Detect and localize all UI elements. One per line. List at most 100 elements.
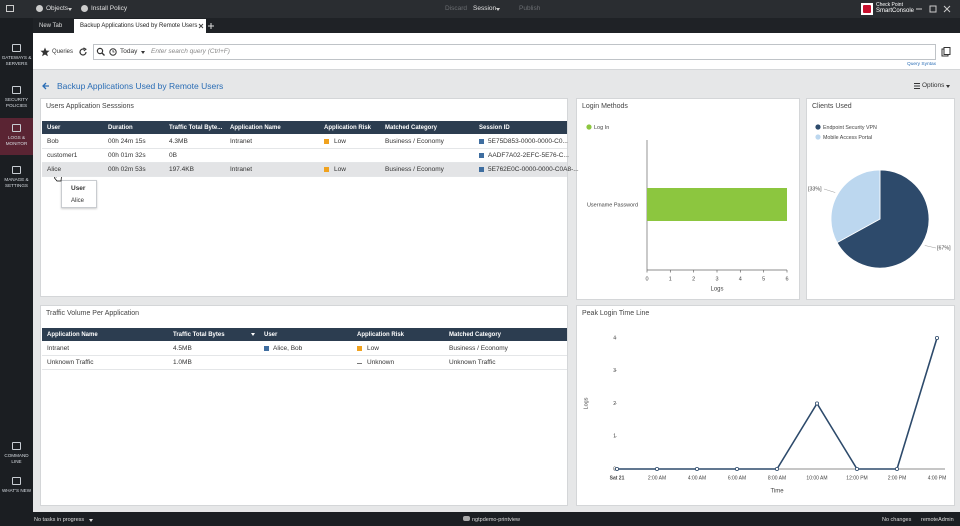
menu-icon[interactable] bbox=[6, 5, 14, 12]
risk-icon bbox=[324, 167, 329, 172]
close[interactable] bbox=[943, 5, 951, 13]
table-cell: 5E762E0C-0000-0000-C0A8-... bbox=[488, 166, 579, 173]
table-cell: Intranet bbox=[230, 138, 253, 145]
table-row[interactable] bbox=[42, 135, 567, 149]
sort-icon[interactable] bbox=[251, 333, 255, 336]
brand-top: Check Point bbox=[876, 2, 903, 8]
maximize[interactable] bbox=[929, 5, 937, 13]
y-axis-label: Logs bbox=[583, 397, 589, 409]
x-tick-label: 10:00 AM bbox=[806, 475, 827, 481]
status-tasks[interactable]: No tasks in progress bbox=[34, 517, 85, 523]
options[interactable]: Options bbox=[922, 82, 945, 89]
point bbox=[655, 466, 660, 471]
table-cell: 0B bbox=[169, 152, 177, 159]
back-arrow[interactable] bbox=[41, 81, 51, 91]
x-tick-label: 1 bbox=[669, 276, 672, 282]
point bbox=[935, 335, 940, 340]
column-header[interactable]: Traffic Total Byte... bbox=[169, 125, 223, 131]
column-header[interactable]: Matched Category bbox=[449, 332, 502, 338]
point bbox=[895, 466, 900, 471]
sidebar-icon bbox=[12, 44, 21, 52]
x-tick-label: 4:00 PM bbox=[928, 475, 947, 481]
tab-active[interactable] bbox=[74, 19, 206, 33]
search-box[interactable] bbox=[93, 44, 936, 60]
point bbox=[735, 466, 740, 471]
brand-mark bbox=[863, 5, 871, 13]
leader-line bbox=[823, 188, 836, 193]
new-tab[interactable] bbox=[208, 23, 214, 29]
table-cell: 4.5MB bbox=[173, 345, 192, 352]
point bbox=[855, 466, 860, 471]
column-header[interactable]: Application Risk bbox=[324, 125, 372, 131]
status-changes: No changes bbox=[882, 517, 912, 523]
sidebar-icon bbox=[12, 86, 21, 94]
period[interactable]: Today bbox=[120, 48, 138, 55]
table-row[interactable] bbox=[42, 149, 567, 163]
options-icon bbox=[914, 83, 920, 89]
column-header[interactable]: Application Name bbox=[230, 125, 281, 131]
discard[interactable]: Discard bbox=[445, 5, 468, 12]
panel-title: Users Application Sesssions bbox=[46, 103, 134, 110]
x-tick-label: 6:00 AM bbox=[728, 475, 746, 481]
sidebar-label[interactable]: GATEWAYS & SERVERS bbox=[1, 55, 32, 66]
table-row[interactable] bbox=[42, 342, 567, 356]
sidebar-label[interactable]: WHAT'S NEW bbox=[1, 488, 32, 493]
tooltip: User Alice bbox=[61, 180, 97, 208]
star-icon bbox=[40, 47, 50, 57]
pie-slice bbox=[836, 169, 930, 269]
panel-title: Login Methods bbox=[582, 103, 628, 110]
table-cell: Business / Economy bbox=[385, 166, 444, 173]
queries[interactable]: Queries bbox=[52, 49, 74, 55]
cell-icon bbox=[479, 167, 484, 172]
sidebar-label[interactable]: MANAGE & SETTINGS bbox=[4, 177, 29, 188]
column-header[interactable]: Application Name bbox=[47, 332, 98, 338]
x-tick-label: 6 bbox=[785, 276, 788, 282]
column-header[interactable]: User bbox=[264, 332, 278, 338]
server-icon bbox=[463, 516, 470, 521]
brand-logo bbox=[861, 3, 873, 15]
table-cell: 00h 24m 15s bbox=[108, 138, 146, 145]
point bbox=[615, 466, 620, 471]
tab[interactable]: New Tab bbox=[39, 23, 63, 29]
table-cell: Intranet bbox=[230, 166, 253, 173]
objects-menu[interactable]: Objects bbox=[46, 5, 69, 12]
table-cell: Bob bbox=[47, 138, 59, 145]
session-menu[interactable]: Session bbox=[473, 5, 497, 12]
table-cell: Unknown Traffic bbox=[47, 359, 94, 366]
caret bbox=[141, 50, 145, 54]
table-cell: Low bbox=[334, 138, 346, 145]
column-header[interactable]: Duration bbox=[108, 125, 133, 131]
table-cell: Alice bbox=[47, 166, 62, 173]
column-header[interactable]: Session ID bbox=[479, 125, 510, 131]
legend-swatch bbox=[815, 124, 821, 130]
point bbox=[695, 466, 700, 471]
sidebar-label[interactable]: COMMAND LINE bbox=[4, 453, 29, 464]
table-row[interactable] bbox=[42, 163, 567, 177]
export-icon[interactable] bbox=[941, 47, 951, 57]
column-header[interactable]: Matched Category bbox=[385, 125, 438, 131]
sidebar-label[interactable]: SECURITY POLICIES bbox=[4, 97, 29, 108]
refresh-icon[interactable] bbox=[78, 47, 88, 57]
column-header[interactable]: Traffic Total Bytes bbox=[173, 332, 225, 338]
top-bar bbox=[0, 0, 960, 18]
x-axis-label: Logs bbox=[710, 287, 723, 293]
x-tick-label: 4 bbox=[739, 276, 742, 282]
publish[interactable]: Publish bbox=[519, 5, 541, 12]
risk-icon bbox=[357, 346, 362, 351]
status-server: ngtpdemo-printview bbox=[472, 517, 520, 523]
search-placeholder[interactable]: Enter search query (Ctrl+F) bbox=[151, 48, 230, 55]
table-row[interactable] bbox=[42, 356, 567, 370]
search-icons bbox=[96, 47, 117, 56]
caret bbox=[496, 7, 500, 11]
query-syntax[interactable]: Query Syntax bbox=[907, 62, 937, 67]
column-header[interactable]: User bbox=[47, 125, 61, 131]
table-cell: 197.4KB bbox=[169, 166, 194, 173]
x-tick-label: 8:00 AM bbox=[768, 475, 786, 481]
panel-title: Peak Login Time Line bbox=[582, 310, 650, 317]
tab-active-label[interactable]: Backup Applications Used by Remote Users bbox=[80, 23, 198, 29]
tab-close[interactable] bbox=[198, 23, 204, 29]
install-policy[interactable]: Install Policy bbox=[91, 5, 128, 12]
sidebar-label[interactable]: LOGS & MONITOR bbox=[5, 135, 28, 146]
column-header[interactable]: Application Risk bbox=[357, 332, 405, 338]
